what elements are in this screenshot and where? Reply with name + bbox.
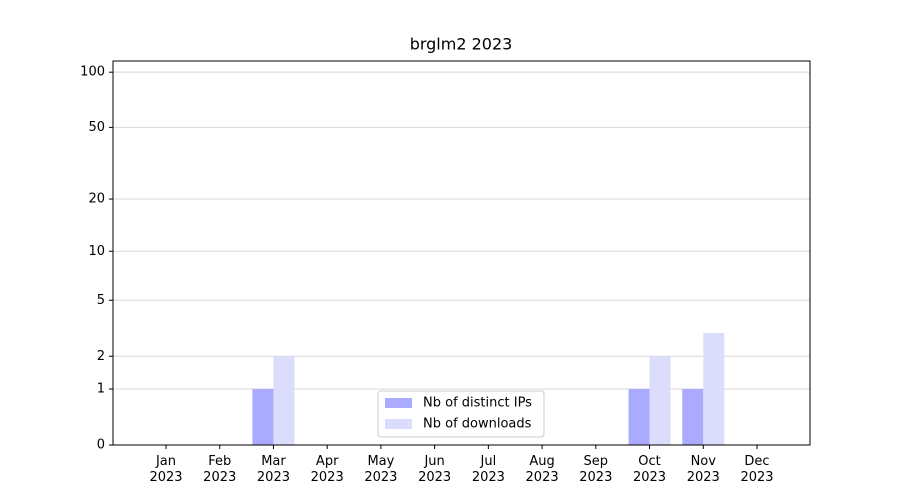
legend-label: Nb of distinct IPs bbox=[423, 396, 532, 411]
x-tick-label: Feb 2023 bbox=[203, 454, 236, 485]
legend-swatch bbox=[385, 398, 412, 408]
x-tick-label: Jun 2023 bbox=[418, 454, 451, 485]
y-tick-label: 5 bbox=[97, 293, 105, 308]
x-tick-label: May 2023 bbox=[364, 454, 397, 485]
x-tick-label: Mar 2023 bbox=[257, 454, 290, 485]
x-tick-label: Jan 2023 bbox=[149, 454, 182, 485]
chart-title: brglm2 2023 bbox=[410, 35, 513, 54]
x-tick-label: Jul 2023 bbox=[472, 454, 505, 485]
y-tick-label: 0 bbox=[97, 438, 105, 453]
y-tick-label: 100 bbox=[80, 65, 105, 80]
y-tick-label: 10 bbox=[88, 244, 105, 259]
bar bbox=[252, 389, 274, 445]
legend-swatch bbox=[385, 419, 412, 429]
y-tick-label: 2 bbox=[97, 349, 105, 364]
x-tick-label: Sep 2023 bbox=[579, 454, 612, 485]
bar bbox=[628, 389, 650, 445]
plot-frame bbox=[112, 60, 811, 446]
legend-label: Nb of downloads bbox=[423, 417, 532, 432]
x-tick-label: Aug 2023 bbox=[526, 454, 559, 485]
x-tick-label: Apr 2023 bbox=[311, 454, 344, 485]
y-tick-label: 1 bbox=[97, 382, 105, 397]
bar bbox=[682, 389, 704, 445]
bar bbox=[703, 333, 725, 445]
x-tick-label: Dec 2023 bbox=[740, 454, 773, 485]
bar bbox=[273, 356, 295, 445]
x-tick-label: Nov 2023 bbox=[687, 454, 720, 485]
bar bbox=[649, 356, 671, 445]
legend-box bbox=[377, 390, 545, 438]
y-tick-label: 20 bbox=[88, 192, 105, 207]
x-tick-label: Oct 2023 bbox=[633, 454, 666, 485]
y-tick-label: 50 bbox=[88, 120, 105, 135]
